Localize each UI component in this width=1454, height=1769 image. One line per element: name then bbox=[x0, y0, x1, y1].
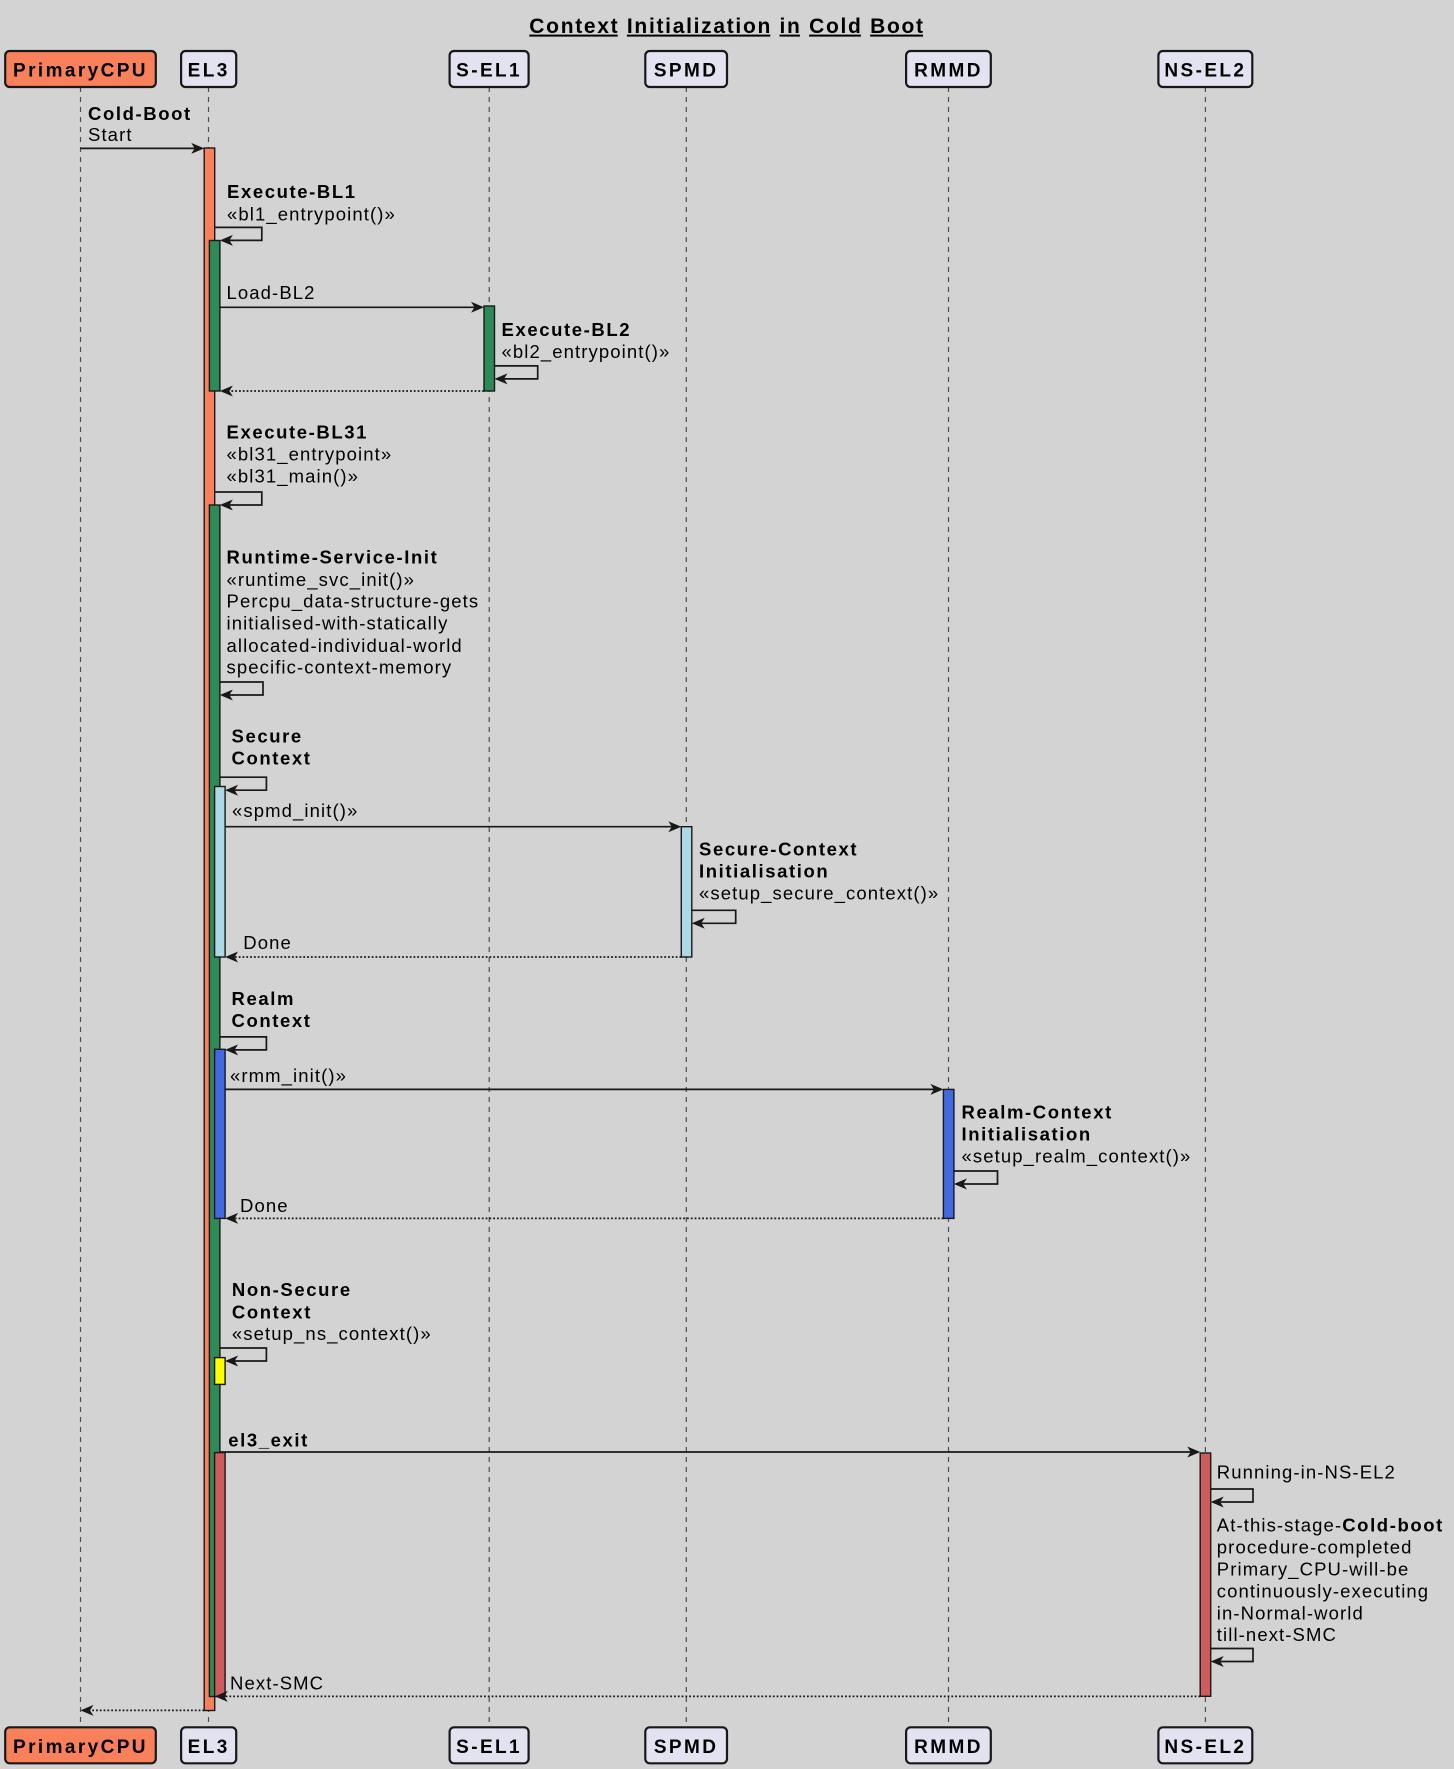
svg-text:«setup_realm_context()»: «setup_realm_context()» bbox=[962, 1145, 1192, 1167]
svg-text:SPMD: SPMD bbox=[654, 61, 719, 82]
svg-text:At-this-stage-Cold-boot: At-this-stage-Cold-boot bbox=[1217, 1515, 1444, 1536]
svg-text:Execute-BL2: Execute-BL2 bbox=[502, 319, 632, 340]
svg-text:Context: Context bbox=[529, 15, 619, 38]
svg-text:Done: Done bbox=[243, 932, 292, 953]
svg-text:«spmd_init()»: «spmd_init()» bbox=[232, 800, 358, 822]
svg-text:Start: Start bbox=[88, 124, 133, 145]
svg-text:Execute-BL31: Execute-BL31 bbox=[227, 422, 369, 443]
svg-text:el3_exit: el3_exit bbox=[228, 1430, 309, 1451]
svg-text:Realm: Realm bbox=[232, 988, 296, 1009]
svg-text:in: in bbox=[780, 15, 802, 38]
svg-text:S-EL1: S-EL1 bbox=[456, 61, 522, 82]
svg-text:Load-BL2: Load-BL2 bbox=[227, 282, 316, 303]
svg-text:Realm-Context: Realm-Context bbox=[962, 1102, 1113, 1123]
svg-text:Primary_CPU-will-be: Primary_CPU-will-be bbox=[1217, 1559, 1410, 1581]
svg-text:EL3: EL3 bbox=[188, 1737, 230, 1758]
svg-text:Context: Context bbox=[232, 1301, 312, 1322]
svg-text:RMMD: RMMD bbox=[914, 61, 983, 82]
svg-text:specific-context-memory: specific-context-memory bbox=[227, 656, 453, 677]
svg-text:S-EL1: S-EL1 bbox=[456, 1737, 522, 1758]
svg-text:Percpu_data-structure-gets: Percpu_data-structure-gets bbox=[227, 591, 480, 613]
svg-text:EL3: EL3 bbox=[188, 61, 230, 82]
svg-text:Cold-Boot: Cold-Boot bbox=[88, 103, 192, 124]
svg-text:Secure-Context: Secure-Context bbox=[699, 838, 858, 859]
svg-text:Execute-BL1: Execute-BL1 bbox=[227, 181, 357, 202]
svg-text:«bl31_entrypoint»: «bl31_entrypoint» bbox=[227, 444, 393, 466]
svg-text:«runtime_svc_init()»: «runtime_svc_init()» bbox=[227, 569, 416, 591]
svg-text:PrimaryCPU: PrimaryCPU bbox=[13, 1737, 148, 1758]
svg-text:Non-Secure: Non-Secure bbox=[232, 1279, 352, 1300]
svg-text:«rmm_init()»: «rmm_init()» bbox=[230, 1065, 347, 1087]
svg-text:NS-EL2: NS-EL2 bbox=[1164, 1737, 1246, 1758]
svg-text:continuously-executing: continuously-executing bbox=[1217, 1581, 1429, 1602]
svg-text:in-Normal-world: in-Normal-world bbox=[1217, 1603, 1364, 1624]
svg-text:RMMD: RMMD bbox=[914, 1737, 983, 1758]
svg-text:Running-in-NS-EL2: Running-in-NS-EL2 bbox=[1217, 1461, 1396, 1482]
svg-text:initialised-with-statically: initialised-with-statically bbox=[227, 613, 449, 634]
svg-text:Context: Context bbox=[232, 748, 312, 769]
svg-text:NS-EL2: NS-EL2 bbox=[1164, 61, 1246, 82]
svg-text:Runtime-Service-Init: Runtime-Service-Init bbox=[227, 547, 439, 568]
svg-text:Cold: Cold bbox=[809, 15, 862, 38]
svg-text:Next-SMC: Next-SMC bbox=[230, 1673, 324, 1694]
svg-text:«bl2_entrypoint()»: «bl2_entrypoint()» bbox=[502, 341, 671, 363]
svg-text:«setup_secure_context()»: «setup_secure_context()» bbox=[699, 882, 939, 904]
svg-text:«bl1_entrypoint()»: «bl1_entrypoint()» bbox=[227, 204, 396, 226]
svg-text:Initialization: Initialization bbox=[627, 15, 772, 38]
svg-text:till-next-SMC: till-next-SMC bbox=[1217, 1624, 1337, 1645]
svg-text:allocated-individual-world: allocated-individual-world bbox=[227, 635, 463, 656]
svg-text:Secure: Secure bbox=[232, 726, 303, 747]
svg-text:Context: Context bbox=[232, 1010, 312, 1031]
svg-text:procedure-completed: procedure-completed bbox=[1217, 1537, 1413, 1558]
svg-text:Boot: Boot bbox=[870, 15, 925, 38]
svg-text:SPMD: SPMD bbox=[654, 1737, 719, 1758]
svg-text:«setup_ns_context()»: «setup_ns_context()» bbox=[232, 1323, 432, 1345]
svg-text:Initialisation: Initialisation bbox=[962, 1123, 1092, 1144]
svg-text:Done: Done bbox=[240, 1195, 289, 1216]
svg-text:PrimaryCPU: PrimaryCPU bbox=[13, 61, 148, 82]
svg-text:«bl31_main()»: «bl31_main()» bbox=[227, 465, 360, 487]
svg-text:Initialisation: Initialisation bbox=[699, 860, 829, 881]
